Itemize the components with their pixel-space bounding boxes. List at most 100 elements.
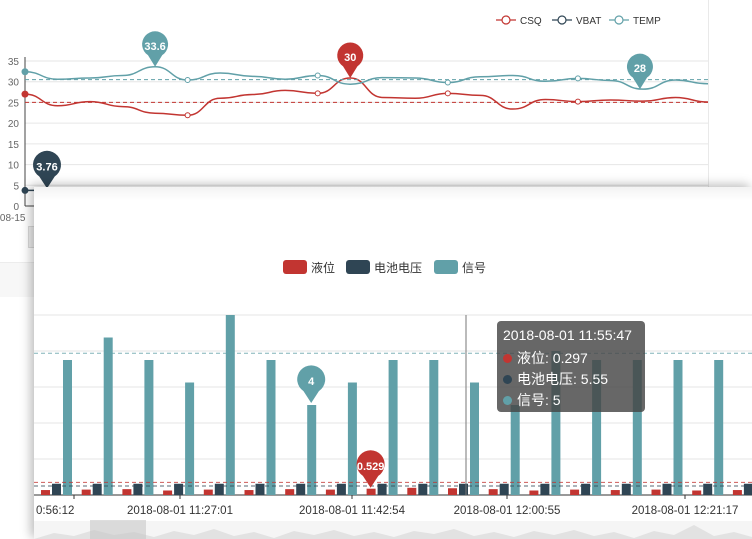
line-chart-y-tick-label: 15: [8, 140, 20, 151]
bar-chart-bar[interactable]: [592, 360, 602, 495]
bar-chart-bar[interactable]: [673, 360, 683, 495]
bar-chart-bar[interactable]: [225, 315, 235, 495]
bar-chart-mark-point-signal: 4: [297, 365, 326, 403]
line-chart-mark-point-vbat-label: 3.76: [36, 161, 57, 173]
line-chart: 0 5 10 15 20 25 30 35 -08-15 CSQ VBAT TEMP 30 3.76 33.…: [0, 15, 708, 224]
line-chart-legend: CSQ VBAT TEMP: [496, 15, 661, 27]
line-chart-mark-point-temp-min-shape: [626, 53, 653, 90]
bar-chart-bar[interactable]: [122, 489, 132, 495]
tooltip-row-battery-value: 5.55: [580, 371, 609, 387]
line-chart-y-tick-label: 25: [8, 98, 20, 109]
bar-chart-bar[interactable]: [325, 489, 335, 495]
bar-chart-bar[interactable]: [459, 483, 468, 495]
bar-chart-bar[interactable]: [651, 489, 661, 495]
bar-chart-bar[interactable]: [714, 360, 724, 495]
line-chart-mark-point-vbat: 3.76: [33, 150, 61, 189]
bar-chart-bar[interactable]: [488, 489, 498, 495]
line-chart-series-line: [24, 77, 708, 117]
legend-circle-icon: [557, 15, 567, 25]
line-chart-mark-point-csq: 30: [337, 42, 364, 78]
bar-chart-bar[interactable]: [743, 483, 752, 495]
bar-chart-x-tick-label: 2018-08-01 11:42:54: [299, 505, 406, 517]
bar-chart-bar[interactable]: [144, 360, 154, 495]
line-chart-point: [444, 90, 451, 97]
bar-chart-zoom-preview: [34, 525, 752, 539]
line-chart-point: [574, 98, 581, 105]
bar-chart-legend-item[interactable]: 液位: [283, 260, 335, 275]
bar-chart-legend-item[interactable]: 电池电压: [346, 260, 422, 275]
bar-chart-bar[interactable]: [540, 483, 550, 495]
line-chart-legend-item[interactable]: CSQ: [496, 15, 542, 27]
bar-chart-bar[interactable]: [163, 490, 173, 496]
line-chart-legend-item[interactable]: VBAT: [552, 15, 601, 27]
bar-chart-bar[interactable]: [103, 337, 113, 496]
bar-chart-bar[interactable]: [470, 382, 479, 496]
bar-chart-mark-point-level-label: 0.529: [357, 461, 385, 473]
bar-chart-bar[interactable]: [266, 360, 276, 495]
bar-chart-bar[interactable]: [581, 483, 591, 495]
bar-chart-bar[interactable]: [285, 489, 295, 495]
bar-chart-zoom-window[interactable]: [90, 520, 146, 539]
bar-chart-bar[interactable]: [203, 489, 213, 495]
bar-chart-bar[interactable]: [41, 490, 50, 495]
bar-chart-bar[interactable]: [255, 483, 265, 495]
bar-chart-bar[interactable]: [551, 351, 561, 495]
bar-chart-bar[interactable]: [133, 483, 143, 495]
chart-tooltip: 2018-08-01 11:55:47 液位: 0.297 电池电压: 5.55…: [497, 321, 645, 412]
bar-chart-bar[interactable]: [185, 382, 195, 496]
tooltip-row-signal: 信号: 5: [503, 390, 639, 411]
tooltip-row-level: 液位: 0.297: [503, 348, 639, 369]
bar-chart-bar[interactable]: [407, 487, 417, 495]
bar-chart-bar[interactable]: [92, 483, 102, 495]
bar-chart-bar[interactable]: [570, 489, 580, 495]
bar-chart-bar[interactable]: [429, 360, 439, 495]
line-chart-mark-point-csq-label: 30: [344, 52, 356, 64]
bar-chart-legend-item[interactable]: 信号: [434, 260, 486, 275]
bar-chart-bar[interactable]: [296, 483, 306, 495]
bar-chart-bar[interactable]: [692, 490, 702, 496]
bar-chart-panel-header: [34, 187, 752, 201]
line-chart-start-dot: [21, 90, 29, 98]
line-chart-y-tick-label: 30: [8, 78, 20, 89]
bar-chart-bar[interactable]: [703, 483, 713, 495]
bar-chart-bar[interactable]: [214, 483, 224, 495]
tooltip-row-level-value: 0.297: [552, 350, 588, 366]
line-chart-legend-item[interactable]: TEMP: [609, 15, 661, 27]
bar-chart-bar[interactable]: [377, 483, 387, 495]
bar-chart-bar[interactable]: [499, 483, 509, 495]
bar-chart-bar[interactable]: [307, 405, 317, 495]
bar-chart-bar[interactable]: [63, 360, 72, 495]
bar-chart-bar[interactable]: [347, 382, 357, 496]
tooltip-row-signal-label: 信号: [517, 392, 545, 408]
bar-chart-bar[interactable]: [366, 488, 376, 495]
bar-chart-mark-point-signal-label: 4: [308, 376, 315, 388]
line-chart-mark-point-vbat-shape: [33, 150, 61, 189]
bar-chart-bar[interactable]: [662, 483, 672, 495]
bar-chart-bar[interactable]: [81, 489, 91, 495]
line-chart-legend-label: TEMP: [633, 16, 661, 27]
bar-chart-bar[interactable]: [621, 483, 631, 495]
line-chart-point: [184, 112, 191, 119]
bar-chart-bar[interactable]: [174, 483, 184, 495]
bar-chart-bar[interactable]: [418, 483, 428, 495]
bar-chart-bar[interactable]: [732, 490, 742, 495]
tooltip-row-battery: 电池电压: 5.55: [503, 369, 639, 390]
bar-chart-bar[interactable]: [529, 490, 539, 496]
bar-chart-bar[interactable]: [244, 490, 254, 495]
bar-chart-x-tick-label: 0:56:12: [36, 505, 74, 517]
bar-chart-bar[interactable]: [610, 490, 620, 495]
line-chart-point: [314, 72, 321, 79]
bar-chart-bar[interactable]: [448, 488, 457, 495]
bar-chart-bar[interactable]: [52, 483, 61, 495]
tooltip-dot-level: [503, 354, 512, 363]
tooltip-dot-battery: [503, 375, 512, 384]
bar-chart-mark-point-level-shape: [356, 450, 385, 488]
bar-chart-mark-point-level: 0.529: [356, 450, 385, 488]
bar-chart-bar[interactable]: [510, 405, 520, 495]
bar-chart-legend-label: 液位: [311, 260, 335, 275]
bar-chart-bar[interactable]: [336, 483, 346, 495]
bar-chart-legend-swatch: [346, 260, 370, 274]
bar-chart-bar[interactable]: [632, 360, 642, 495]
line-chart-y-tick-label: 35: [8, 57, 20, 68]
bar-chart-bar[interactable]: [388, 360, 398, 495]
